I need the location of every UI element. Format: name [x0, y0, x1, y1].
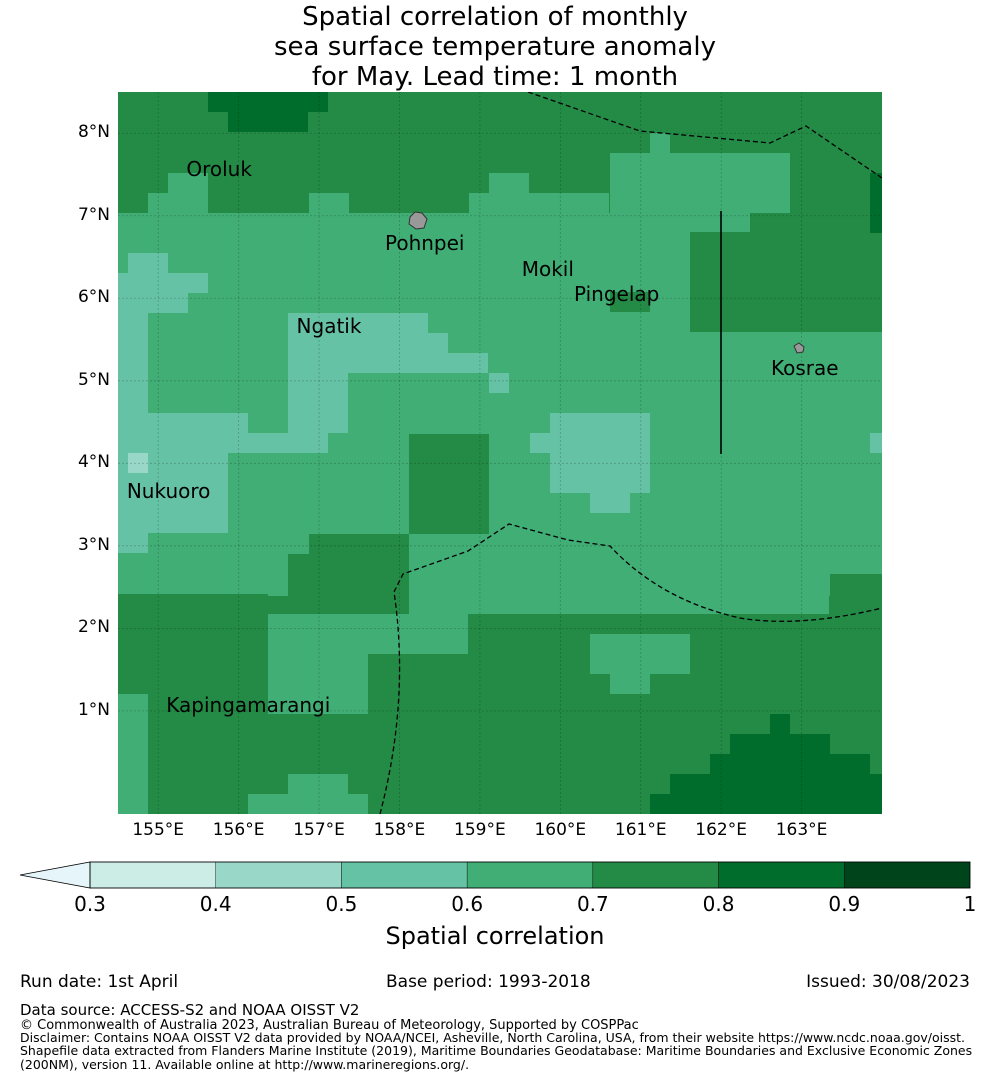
colorbar-swatch	[89, 861, 216, 889]
lat-tick-label: 4°N	[77, 452, 110, 473]
map-title: Spatial correlation of monthly sea surfa…	[0, 2, 990, 92]
lon-tick-label: 159°E	[454, 820, 506, 840]
place-label-nukuoro: Nukuoro	[126, 478, 211, 503]
copyright: © Commonwealth of Australia 2023, Austra…	[20, 1018, 639, 1033]
issued-date: Issued: 30/08/2023	[806, 972, 970, 992]
lon-tick-label: 161°E	[614, 820, 667, 840]
colorbar-tick-label: 0.3	[74, 892, 106, 916]
lat-tick-label: 1°N	[77, 699, 110, 720]
colorbar-tick-label: 0.9	[828, 892, 861, 916]
lat-tick-label: 6°N	[77, 287, 110, 308]
correlation-map	[118, 92, 882, 814]
eez-boundary-south	[379, 523, 882, 814]
lat-tick-label: 7°N	[77, 204, 110, 225]
lon-tick-label: 156°E	[212, 820, 265, 840]
base-period: Base period: 1993-2018	[386, 972, 591, 992]
place-label-kosrae: Kosrae	[771, 356, 839, 381]
colorbar-swatch	[844, 861, 971, 889]
colorbar-tick-label: 0.8	[702, 892, 735, 916]
place-label-ngatik: Ngatik	[296, 313, 362, 338]
data-source: Data source: ACCESS-S2 and NOAA OISST V2	[20, 1001, 360, 1019]
colorbar-tick-label: 0.5	[325, 892, 358, 916]
lat-tick-label: 2°N	[77, 617, 110, 638]
kosrae-island-shape	[793, 342, 805, 354]
colorbar-swatch	[341, 861, 468, 889]
lat-tick-label: 3°N	[77, 534, 110, 555]
lon-tick-label: 158°E	[373, 820, 426, 840]
lat-tick-label: 8°N	[77, 122, 110, 143]
colorbar-tick-label: 0.7	[576, 892, 609, 916]
colorbar-extend-arrow	[19, 861, 91, 889]
disclaimer-line-3: (200NM), version 11. Available online at…	[20, 1057, 470, 1072]
place-label-pohnpei: Pohnpei	[384, 231, 465, 255]
place-label-pingelap: Pingelap	[573, 282, 660, 307]
pohnpei-island-shape	[408, 211, 428, 230]
colorbar-swatch	[718, 861, 845, 889]
eez-boundary-north	[527, 92, 882, 179]
lon-tick-label: 162°E	[695, 820, 747, 840]
place-label-kapingamarangi: Kapingamarangi	[166, 693, 331, 718]
title-line-1: Spatial correlation of monthly	[302, 2, 688, 32]
disclaimer-line-2: Shapefile data extracted from Flanders M…	[20, 1043, 973, 1058]
lat-tick-label: 5°N	[77, 369, 110, 390]
place-label-mokil: Mokil	[521, 256, 574, 281]
colorbar-tick-label: 0.6	[451, 892, 484, 916]
correlation-cells	[118, 92, 882, 814]
lon-tick-label: 160°E	[534, 820, 587, 840]
colorbar-swatch	[592, 861, 719, 889]
colorbar-tick-label: 0.4	[199, 892, 232, 916]
lon-tick-label: 163°E	[775, 820, 828, 840]
title-line-2: sea surface temperature anomaly	[274, 32, 716, 62]
lon-tick-label: 155°E	[132, 820, 185, 840]
disclaimer-line-1: Disclaimer: Contains NOAA OISST V2 data …	[20, 1030, 965, 1045]
colorbar-swatch	[466, 861, 594, 889]
colorbar-tick-label: 1	[963, 892, 977, 916]
colorbar-swatch	[215, 861, 342, 889]
lon-tick-label: 157°E	[293, 820, 345, 840]
colorbar-frame	[89, 861, 971, 889]
run-date: Run date: 1st April	[20, 972, 179, 992]
colorbar-label: Spatial correlation	[385, 922, 605, 950]
eez-boundaries	[379, 92, 882, 814]
graticule	[118, 92, 882, 814]
title-line-3: for May. Lead time: 1 month	[311, 62, 679, 92]
place-label-oroluk: Oroluk	[186, 156, 252, 181]
